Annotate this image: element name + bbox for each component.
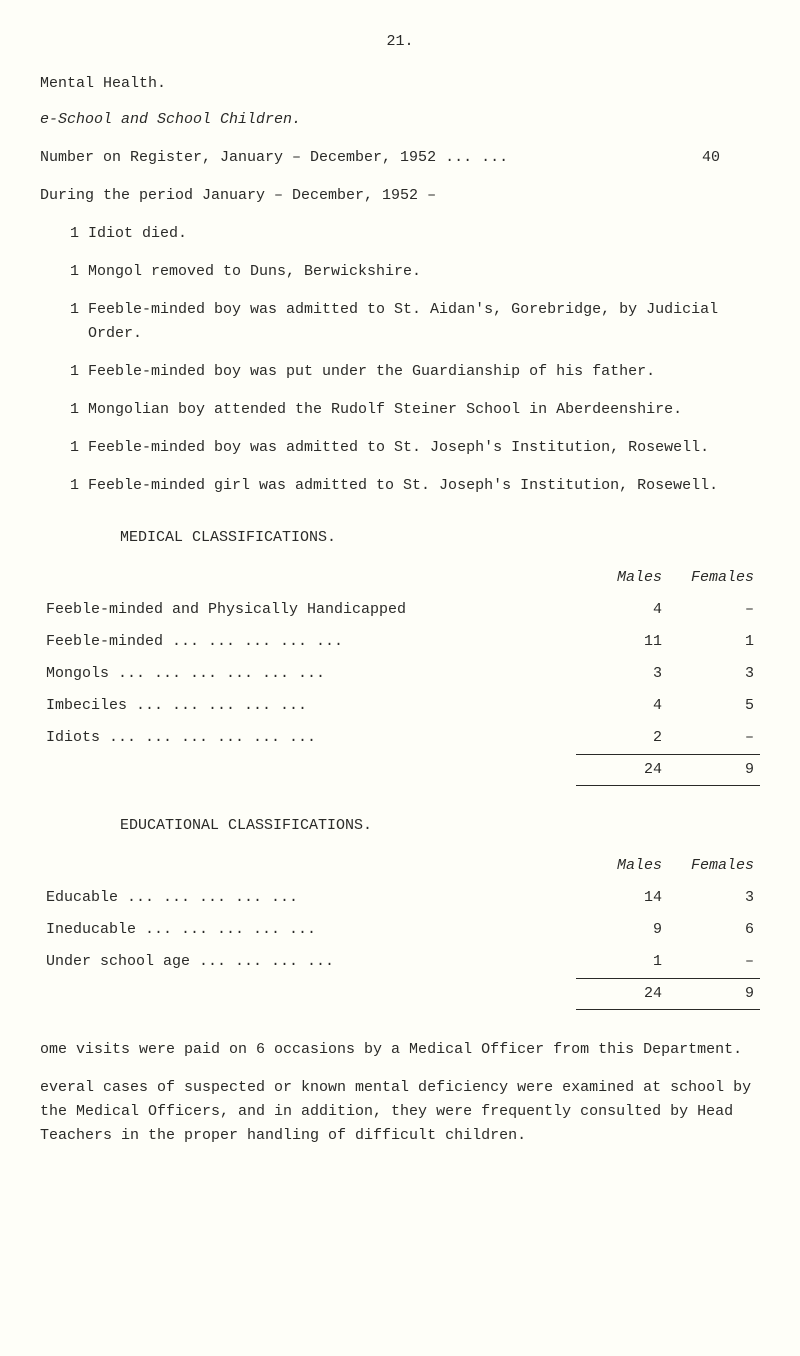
register-value: 40 (702, 146, 720, 170)
during-line: During the period January – December, 19… (40, 184, 760, 208)
row-females: – (668, 946, 760, 979)
row-males: 2 (576, 722, 668, 755)
row-males: 4 (576, 594, 668, 626)
row-females: 3 (668, 882, 760, 914)
total-females: 9 (668, 755, 760, 786)
table-row: Feeble-minded ... ... ... ... ... 11 1 (40, 626, 760, 658)
row-label: Feeble-minded ... ... ... ... ... (40, 626, 576, 658)
register-line: Number on Register, January – December, … (40, 146, 760, 170)
medical-classifications-title: MEDICAL CLASSIFICATIONS. (120, 526, 760, 550)
event-item: 1 Mongol removed to Duns, Berwickshire. (70, 260, 760, 284)
section-title: Mental Health. (40, 72, 760, 96)
table-total-row: 24 9 (40, 979, 760, 1010)
row-males: 11 (576, 626, 668, 658)
row-label: Under school age ... ... ... ... (40, 946, 576, 979)
col-header-males: Males (576, 562, 668, 594)
event-item: 1 Feeble-minded girl was admitted to St.… (70, 474, 760, 498)
register-prefix: Number on Register, January – December, … (40, 149, 508, 166)
row-males: 9 (576, 914, 668, 946)
row-females: 3 (668, 658, 760, 690)
row-males: 3 (576, 658, 668, 690)
row-females: – (668, 594, 760, 626)
event-item: 1 Idiot died. (70, 222, 760, 246)
col-header-females: Females (668, 562, 760, 594)
row-label: Mongols ... ... ... ... ... ... (40, 658, 576, 690)
row-label: Educable ... ... ... ... ... (40, 882, 576, 914)
footnote-cases: everal cases of suspected or known menta… (40, 1076, 760, 1148)
table-row: Imbeciles ... ... ... ... ... 4 5 (40, 690, 760, 722)
table-row: Feeble-minded and Physically Handicapped… (40, 594, 760, 626)
row-males: 1 (576, 946, 668, 979)
table-row: Under school age ... ... ... ... 1 – (40, 946, 760, 979)
total-males: 24 (576, 755, 668, 786)
event-item: 1 Feeble-minded boy was admitted to St. … (70, 436, 760, 460)
table-row: Educable ... ... ... ... ... 14 3 (40, 882, 760, 914)
col-header-females: Females (668, 850, 760, 882)
col-header-males: Males (576, 850, 668, 882)
event-item: 1 Feeble-minded boy was admitted to St. … (70, 298, 760, 346)
subheading: e-School and School Children. (40, 108, 760, 132)
row-females: 5 (668, 690, 760, 722)
medical-classifications-table: Males Females Feeble-minded and Physical… (40, 562, 760, 786)
page-number: 21. (40, 30, 760, 54)
table-row: Idiots ... ... ... ... ... ... 2 – (40, 722, 760, 755)
educational-classifications-table: Males Females Educable ... ... ... ... .… (40, 850, 760, 1010)
row-females: 6 (668, 914, 760, 946)
row-label: Imbeciles ... ... ... ... ... (40, 690, 576, 722)
total-males: 24 (576, 979, 668, 1010)
event-item: 1 Feeble-minded boy was put under the Gu… (70, 360, 760, 384)
row-label: Ineducable ... ... ... ... ... (40, 914, 576, 946)
row-males: 4 (576, 690, 668, 722)
table-row: Ineducable ... ... ... ... ... 9 6 (40, 914, 760, 946)
row-females: – (668, 722, 760, 755)
row-label: Feeble-minded and Physically Handicapped (40, 594, 576, 626)
table-total-row: 24 9 (40, 755, 760, 786)
event-item: 1 Mongolian boy attended the Rudolf Stei… (70, 398, 760, 422)
educational-classifications-title: EDUCATIONAL CLASSIFICATIONS. (120, 814, 760, 838)
total-females: 9 (668, 979, 760, 1010)
row-label: Idiots ... ... ... ... ... ... (40, 722, 576, 755)
table-row: Mongols ... ... ... ... ... ... 3 3 (40, 658, 760, 690)
row-females: 1 (668, 626, 760, 658)
footnote-visits: ome visits were paid on 6 occasions by a… (40, 1038, 760, 1062)
row-males: 14 (576, 882, 668, 914)
